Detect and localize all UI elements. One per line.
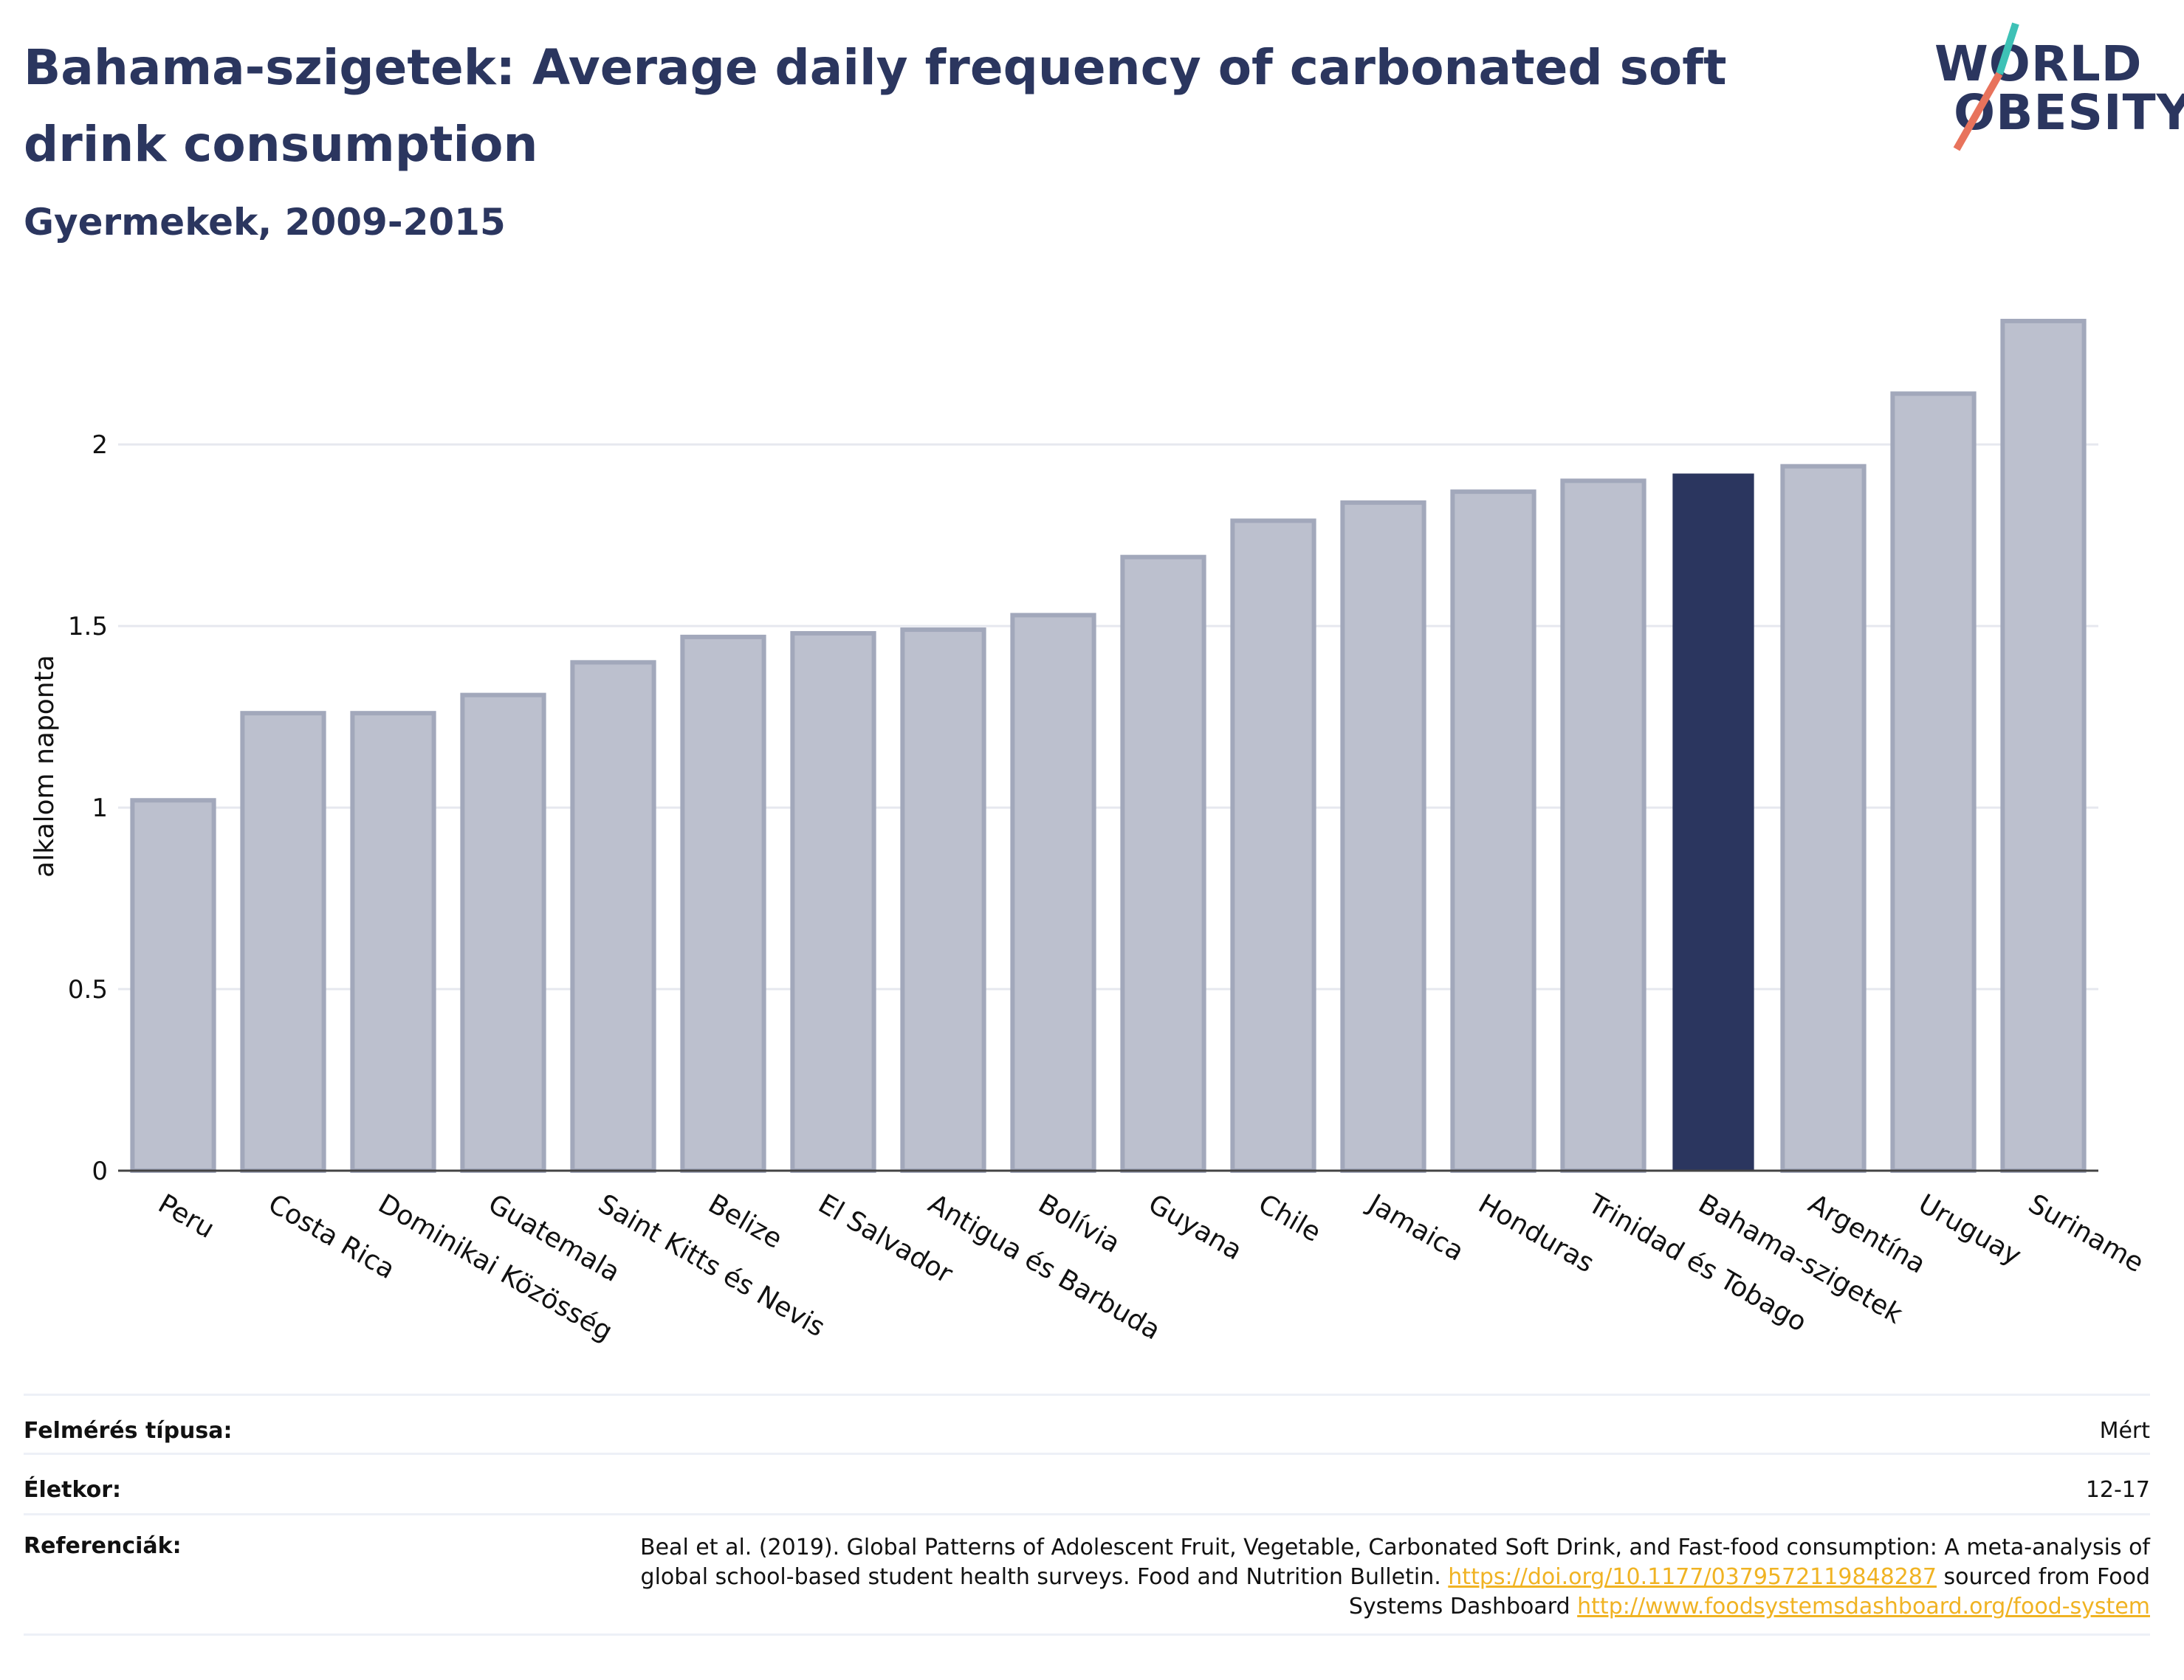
references-text: Beal et al. (2019). Global Patterns of A… xyxy=(600,1533,2150,1622)
y-tick-label: 0 xyxy=(92,1157,108,1186)
bar xyxy=(350,711,436,1173)
bar xyxy=(1450,489,1536,1173)
x-tick-label: Uruguay xyxy=(1913,1188,2026,1271)
info-table: Felmérés típusa: Mért Életkor: 12-17 Ref… xyxy=(24,1394,2150,1636)
x-tick-label: Jamaica xyxy=(1361,1188,1469,1267)
doi-link[interactable]: https://doi.org/10.1177/0379572119848287 xyxy=(1448,1564,1937,1590)
reference-citation: Beal et al. (2019). Global Patterns of A… xyxy=(640,1535,2150,1590)
bars xyxy=(130,318,2087,1174)
bar xyxy=(570,660,656,1173)
info-row-references: Referenciák: Beal et al. (2019). Global … xyxy=(24,1513,2150,1636)
chart-subtitle: Gyermekek, 2009-2015 xyxy=(24,201,506,244)
logo-slash-icon xyxy=(1953,22,2019,151)
bar xyxy=(2000,318,2087,1173)
y-tick-label: 1 xyxy=(92,793,108,823)
y-tick-label: 1.5 xyxy=(68,612,108,641)
age-label: Életkor: xyxy=(24,1477,122,1503)
bar xyxy=(1890,391,1977,1173)
y-tick-label: 0.5 xyxy=(68,975,108,1005)
x-tick-label: Belize xyxy=(703,1188,787,1254)
dashboard-link[interactable]: http://www.foodsystemsdashboard.org/food… xyxy=(1577,1594,2150,1619)
grid-lines xyxy=(118,443,2098,991)
bar xyxy=(1560,478,1646,1173)
bar xyxy=(240,711,326,1173)
age-value: 12-17 xyxy=(2085,1477,2150,1503)
world-obesity-logo: WORLD OBESITY xyxy=(1927,22,2184,155)
bar xyxy=(1672,473,1754,1171)
logo-word-world: WORLD xyxy=(1934,35,2143,92)
bar xyxy=(900,627,986,1173)
survey-type-label: Felmérés típusa: xyxy=(24,1418,233,1444)
bar xyxy=(1120,554,1206,1173)
info-row-age: Életkor: 12-17 xyxy=(24,1453,2150,1513)
x-tick-label: Chile xyxy=(1253,1188,1326,1248)
x-tick-label: Peru xyxy=(153,1188,219,1244)
bar xyxy=(1230,518,1316,1173)
bar xyxy=(1340,500,1426,1173)
survey-type-value: Mért xyxy=(2099,1418,2150,1444)
x-tick-label: Guyana xyxy=(1143,1188,1247,1266)
bar xyxy=(460,692,546,1173)
x-tick-label: Suriname xyxy=(2023,1188,2149,1278)
references-label: Referenciák: xyxy=(24,1533,182,1559)
bar xyxy=(1780,464,1867,1173)
y-axis-label: alkalom naponta xyxy=(30,655,60,878)
y-tick-label: 2 xyxy=(92,430,108,460)
bar xyxy=(1010,613,1096,1173)
chart-title: Bahama-szigetek: Average daily frequency… xyxy=(24,39,1727,173)
reference-source: sourced from Food Systems Dashboard xyxy=(1348,1564,2150,1619)
x-tick-label: Bolívia xyxy=(1033,1188,1125,1259)
info-row-survey: Felmérés típusa: Mért xyxy=(24,1394,2150,1453)
bar xyxy=(680,634,766,1173)
bar xyxy=(130,798,216,1174)
bar xyxy=(790,630,876,1173)
x-tick-label: Honduras xyxy=(1473,1188,1598,1278)
